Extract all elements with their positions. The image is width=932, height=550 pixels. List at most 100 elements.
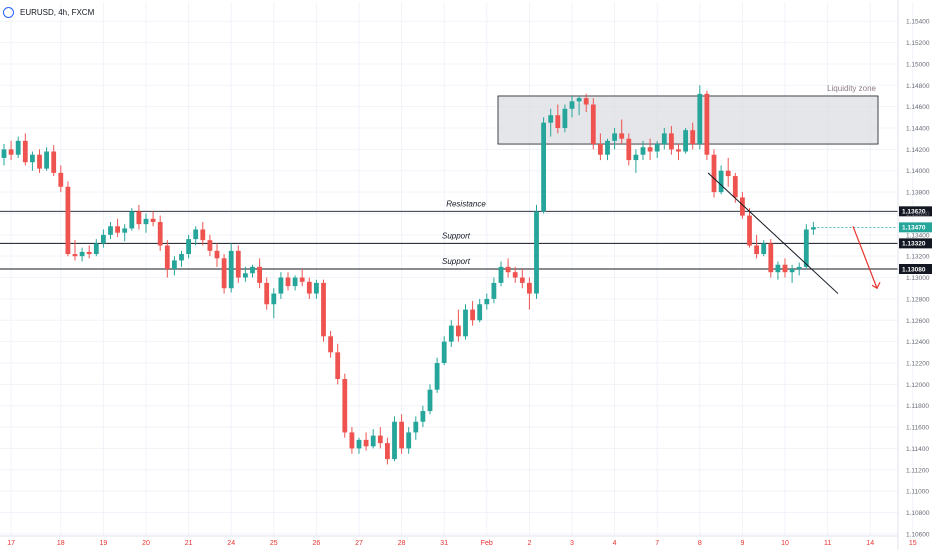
candle[interactable] — [79, 247, 85, 262]
candle[interactable] — [122, 224, 128, 242]
candle[interactable] — [328, 330, 333, 358]
candle[interactable] — [505, 258, 511, 278]
candle[interactable] — [392, 416, 397, 462]
candle[interactable] — [101, 229, 106, 248]
candle[interactable] — [427, 384, 433, 415]
candle[interactable] — [193, 226, 199, 246]
candle[interactable] — [562, 104, 568, 133]
candle[interactable] — [640, 140, 646, 161]
candle[interactable] — [697, 85, 703, 150]
candle[interactable] — [200, 222, 206, 246]
candle[interactable] — [605, 138, 610, 161]
candle[interactable] — [491, 277, 497, 304]
candle[interactable] — [669, 125, 674, 155]
candle[interactable] — [349, 427, 355, 454]
candle[interactable] — [470, 301, 475, 326]
candle[interactable] — [72, 240, 78, 261]
candle[interactable] — [647, 138, 653, 161]
candle[interactable] — [448, 320, 454, 347]
candle[interactable] — [683, 128, 688, 154]
candle[interactable] — [221, 254, 227, 294]
candle[interactable] — [803, 224, 809, 269]
candle[interactable] — [654, 140, 660, 158]
candle[interactable] — [306, 277, 312, 299]
candle[interactable] — [22, 133, 28, 166]
candle[interactable] — [718, 165, 724, 195]
candle[interactable] — [690, 122, 696, 150]
candle[interactable] — [598, 133, 603, 161]
candles[interactable] — [1, 85, 816, 465]
candle[interactable] — [626, 133, 632, 166]
candle[interactable] — [207, 234, 213, 257]
candle[interactable] — [676, 144, 681, 161]
candle[interactable] — [406, 427, 412, 454]
candle[interactable] — [93, 239, 99, 257]
candle[interactable] — [136, 204, 142, 230]
candle[interactable] — [711, 149, 717, 198]
candle[interactable] — [782, 258, 788, 278]
candle[interactable] — [370, 429, 376, 449]
candle[interactable] — [65, 181, 71, 257]
candle[interactable] — [555, 104, 561, 134]
candle[interactable] — [321, 279, 326, 342]
candle[interactable] — [704, 90, 710, 161]
candle[interactable] — [498, 261, 504, 287]
candle[interactable] — [661, 128, 667, 150]
candle[interactable] — [86, 245, 92, 259]
candle[interactable] — [278, 272, 284, 299]
candle[interactable] — [342, 373, 348, 438]
candle[interactable] — [399, 414, 404, 454]
candle[interactable] — [768, 239, 774, 278]
candle[interactable] — [456, 309, 461, 342]
candle[interactable] — [250, 264, 255, 278]
candle[interactable] — [356, 437, 362, 454]
candle[interactable] — [363, 432, 369, 451]
candle[interactable] — [477, 298, 483, 323]
candle[interactable] — [583, 93, 589, 113]
candle[interactable] — [633, 149, 639, 173]
candle[interactable] — [257, 258, 262, 289]
candle[interactable] — [512, 266, 518, 283]
candle[interactable] — [164, 240, 170, 278]
candle[interactable] — [527, 277, 532, 310]
candle[interactable] — [299, 269, 305, 287]
candle[interactable] — [150, 211, 156, 227]
candle[interactable] — [747, 208, 752, 248]
candle[interactable] — [590, 98, 596, 150]
candle[interactable] — [58, 165, 64, 193]
candle[interactable] — [420, 405, 426, 428]
candle[interactable] — [228, 243, 234, 293]
candle[interactable] — [264, 277, 270, 310]
candle[interactable] — [385, 437, 390, 465]
candle[interactable] — [789, 264, 795, 283]
candle[interactable] — [235, 245, 241, 283]
candle[interactable] — [377, 427, 383, 449]
candle[interactable] — [129, 208, 135, 231]
candle[interactable] — [30, 151, 35, 171]
candle[interactable] — [172, 256, 177, 276]
candle[interactable] — [143, 213, 149, 233]
candle[interactable] — [115, 218, 120, 237]
candle[interactable] — [37, 149, 42, 173]
candle[interactable] — [569, 95, 575, 118]
candle[interactable] — [8, 140, 14, 161]
candle[interactable] — [612, 128, 617, 150]
candle[interactable] — [619, 119, 625, 145]
candle[interactable] — [1, 144, 7, 166]
candle[interactable] — [796, 262, 802, 276]
candle[interactable] — [179, 250, 184, 267]
candle[interactable] — [441, 336, 447, 366]
candle[interactable] — [761, 240, 767, 257]
candle[interactable] — [775, 261, 781, 280]
candle[interactable] — [725, 157, 731, 187]
candle[interactable] — [214, 243, 220, 267]
candle[interactable] — [186, 234, 191, 259]
symbol-title[interactable]: EURUSD, 4h, FXCM — [20, 7, 95, 17]
candle[interactable] — [541, 117, 546, 214]
candle[interactable] — [15, 136, 21, 158]
candle[interactable] — [314, 279, 319, 299]
candle[interactable] — [243, 266, 248, 282]
candle[interactable] — [811, 222, 816, 235]
candle[interactable] — [51, 145, 57, 177]
